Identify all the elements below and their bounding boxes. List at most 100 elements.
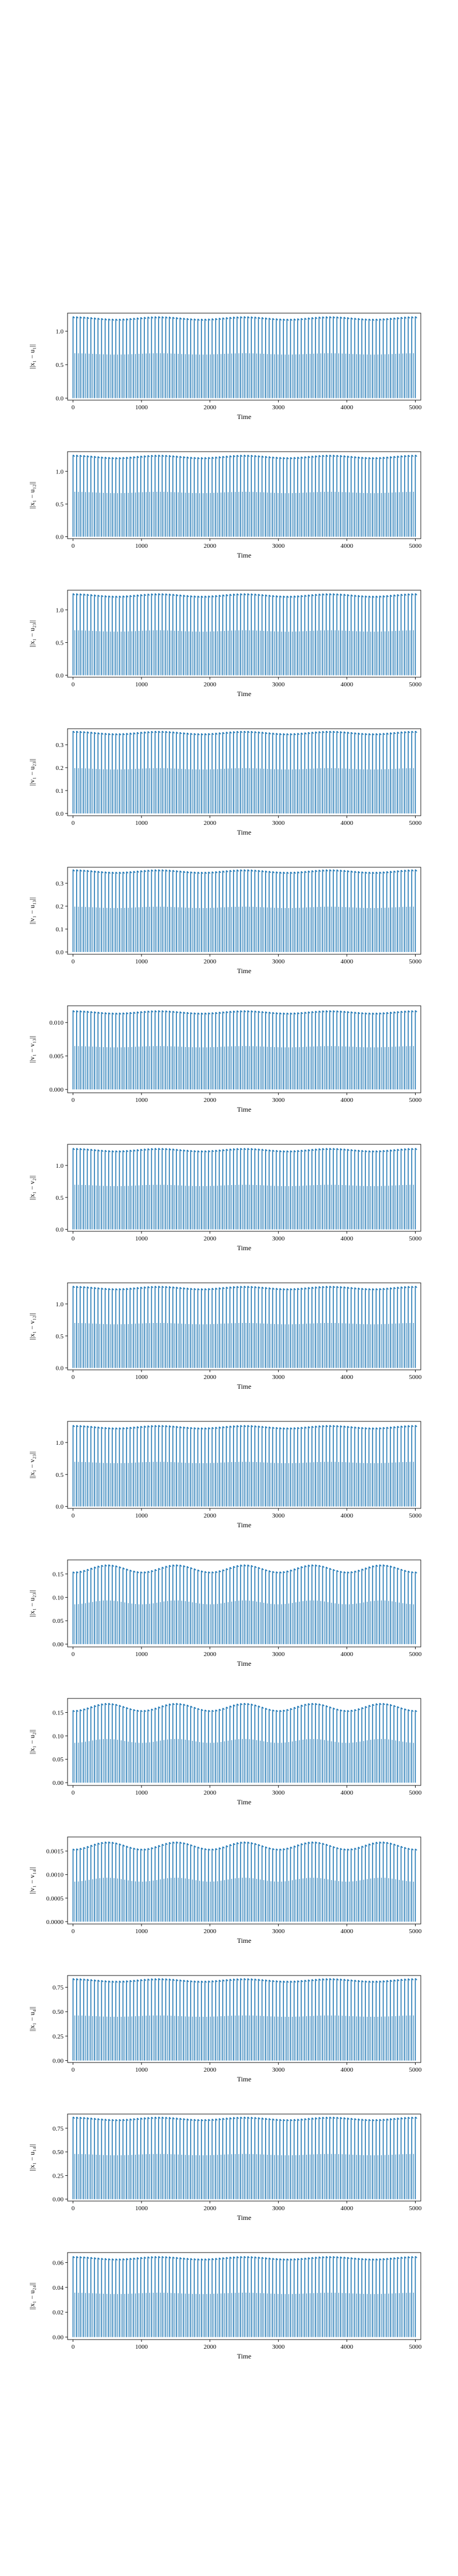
series-path: [72, 1286, 417, 1368]
x-tick-label: 2000: [204, 958, 217, 965]
x-tick-label: 1000: [135, 681, 148, 688]
y-axis-label: ||x₁ − u₁₄||: [28, 2144, 36, 2171]
axes-frame: [67, 867, 421, 955]
x-tick-label: 4000: [341, 681, 354, 688]
axes-frame: [67, 313, 421, 401]
x-tick-label: 0: [72, 2067, 75, 2073]
x-tick-label: 0: [72, 404, 75, 411]
y-tick-label: 0.50: [53, 2009, 64, 2016]
x-tick-label: 5000: [409, 1789, 422, 1796]
x-tick-label: 4000: [341, 2067, 354, 2073]
series-path: [72, 730, 417, 813]
series-line: [72, 1564, 417, 1645]
axes-frame: [67, 1282, 421, 1370]
x-tick-label: 2000: [204, 404, 217, 411]
y-tick-label: 0.75: [53, 2125, 64, 2132]
x-tick-label: 2000: [204, 1928, 217, 1935]
x-tick-label: 4000: [341, 1789, 354, 1796]
axes-frame: [67, 451, 421, 539]
y-axis-label: ||x₁ − u₂||: [28, 1730, 36, 1755]
x-axis-label: Time: [237, 1521, 251, 1529]
x-axis-label: Time: [237, 413, 251, 421]
x-tick-label: 4000: [341, 543, 354, 550]
y-axis-label: ||x₁ − u₄||: [28, 2007, 36, 2032]
x-tick-label: 2000: [204, 681, 217, 688]
x-tick-label: 3000: [272, 404, 285, 411]
y-axis-label: ||v₁ − u₂₃||: [28, 759, 36, 786]
axes-frame: [67, 1698, 421, 1786]
x-tick-label: 1000: [135, 820, 148, 827]
x-tick-label: 3000: [272, 1374, 285, 1381]
x-tick-label: 0: [72, 1789, 75, 1796]
x-tick-label: 4000: [341, 1651, 354, 1658]
x-tick-label: 5000: [409, 1097, 422, 1104]
y-tick-label: 0.15: [53, 1710, 64, 1717]
x-tick-label: 1000: [135, 1512, 148, 1519]
series-path: [72, 1148, 417, 1230]
x-tick-label: 2000: [204, 1789, 217, 1796]
y-tick-label: 0.3: [56, 880, 64, 887]
x-tick-label: 3000: [272, 2344, 285, 2350]
y-tick-label: 0.0: [56, 1227, 64, 1234]
y-tick-label: 0.0015: [46, 1848, 64, 1855]
series-path-inner: [74, 1600, 414, 1645]
axes-frame: [67, 1005, 421, 1093]
y-tick-label: 0.05: [53, 1618, 64, 1625]
series-path-inner: [74, 353, 414, 398]
series-line: [72, 1978, 417, 2061]
series-path: [72, 2116, 417, 2199]
axes-frame: [67, 2113, 421, 2202]
x-tick-label: 2000: [204, 1235, 217, 1242]
x-tick-label: 5000: [409, 2344, 422, 2350]
y-tick-label: 0.25: [53, 2033, 64, 2040]
subplot-7: 0 1000 2000 3000 4000 5000 0.0 0.5 1.0 Time ||x₁ −…: [28, 1144, 422, 1252]
series-path: [72, 593, 417, 675]
x-tick-label: 0: [72, 1512, 75, 1519]
series-line: [72, 1010, 417, 1090]
x-tick-label: 5000: [409, 820, 422, 827]
x-tick-label: 5000: [409, 543, 422, 550]
x-tick-label: 4000: [341, 1235, 354, 1242]
x-axis-label: Time: [237, 2352, 251, 2360]
subplot-14: 0 1000 2000 3000 4000 5000 0.00 0.25 0.50 0.75 Tim…: [28, 2113, 422, 2222]
x-tick-label: 2000: [204, 2067, 217, 2073]
series-path: [72, 2255, 417, 2337]
x-tick-label: 3000: [272, 2067, 285, 2073]
subplot-11: 0 1000 2000 3000 4000 5000 0.00 0.05 0.10 0.15 Tim…: [28, 1698, 422, 1806]
x-tick-label: 4000: [341, 958, 354, 965]
axes-frame: [67, 728, 421, 816]
y-tick-label: 0.005: [49, 1053, 64, 1060]
x-tick-label: 1000: [135, 2067, 148, 2073]
x-tick-label: 3000: [272, 681, 285, 688]
y-tick-label: 0.10: [53, 1594, 64, 1601]
series-path-inner: [74, 906, 414, 952]
x-tick-label: 1000: [135, 1651, 148, 1658]
axes-frame: [67, 2252, 421, 2340]
series-line: [72, 593, 417, 675]
y-tick-label: 0.5: [56, 1333, 64, 1340]
series-line: [72, 1841, 417, 1922]
x-tick-label: 3000: [272, 1097, 285, 1104]
x-tick-label: 0: [72, 2344, 75, 2350]
x-axis-label: Time: [237, 1244, 251, 1252]
x-tick-label: 5000: [409, 404, 422, 411]
x-tick-label: 4000: [341, 2344, 354, 2350]
axes-frame: [67, 1975, 421, 2063]
series-path-inner: [74, 2293, 414, 2337]
x-tick-label: 0: [72, 1374, 75, 1381]
x-tick-label: 1000: [135, 1789, 148, 1796]
y-tick-label: 0.010: [49, 1020, 64, 1026]
x-tick-label: 0: [72, 2205, 75, 2212]
x-axis-label: Time: [237, 2075, 251, 2083]
x-tick-label: 4000: [341, 1928, 354, 1935]
axes-frame: [67, 1559, 421, 1647]
series-path-inner: [74, 1322, 414, 1368]
x-tick-label: 1000: [135, 958, 148, 965]
subplot-9: 0 1000 2000 3000 4000 5000 0.0 0.5 1.0 Time ||x₁ −…: [28, 1421, 422, 1529]
y-tick-label: 0.05: [53, 1756, 64, 1763]
x-tick-label: 3000: [272, 958, 285, 965]
y-tick-label: 0.15: [53, 1571, 64, 1578]
subplot-3: 0 1000 2000 3000 4000 5000 0.0 0.5 1.0 Time ||x₁ −…: [28, 590, 422, 698]
y-tick-label: 0.25: [53, 2172, 64, 2179]
